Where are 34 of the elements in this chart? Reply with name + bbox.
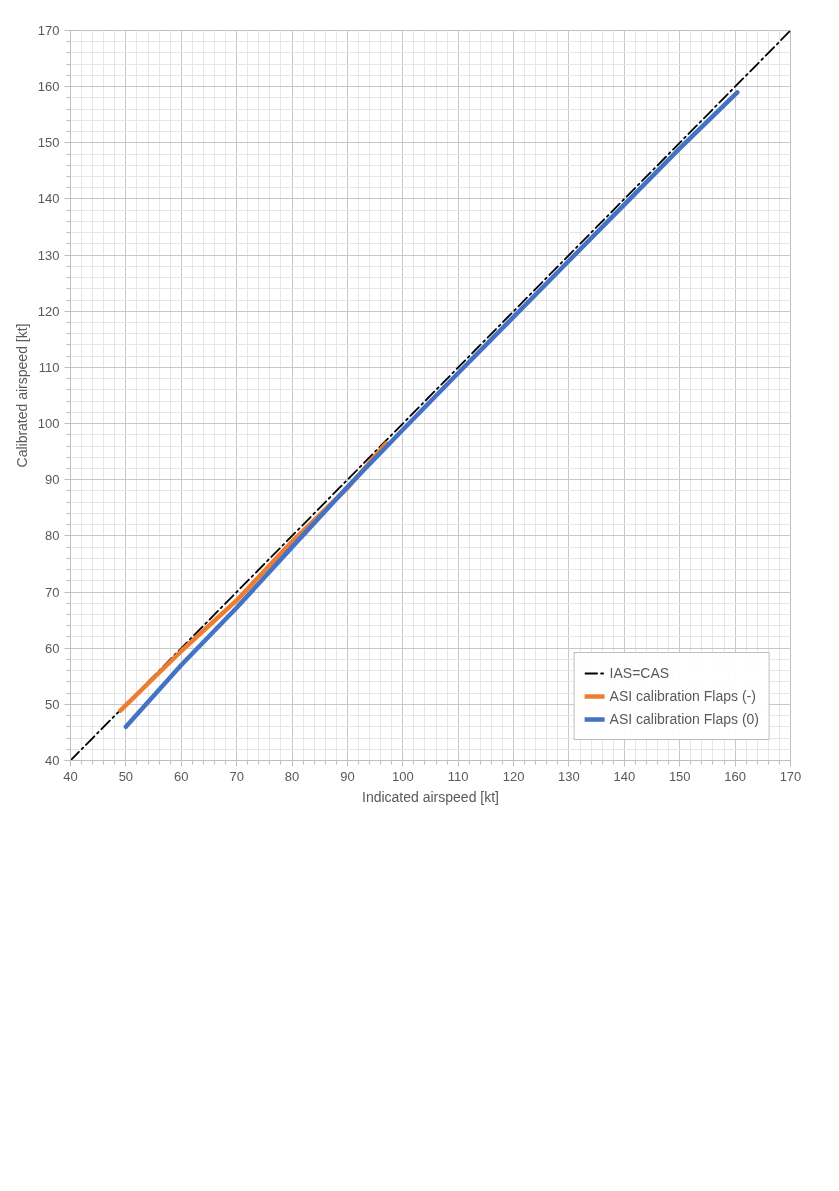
x-tick-label: 90 [340,768,355,784]
x-tick-label: 140 [613,768,636,784]
y-tick-label: 100 [37,416,60,432]
y-axis-title: Calibrated airspeed [kt] [13,323,30,468]
y-tick-label: 120 [37,303,60,319]
y-tick-label: 160 [37,79,60,95]
y-tick-label: 50 [45,696,60,712]
y-tick-label: 80 [45,528,60,544]
legend-label: IAS=CAS [609,665,670,681]
y-tick-label: 70 [45,584,60,600]
y-tick-label: 140 [37,191,60,207]
legend-label: ASI calibration Flaps (-) [609,688,756,704]
y-tick-label: 60 [45,640,60,656]
x-axis-title: Indicated airspeed [kt] [362,788,499,805]
x-tick-label: 80 [284,768,300,784]
x-tick-label: 120 [502,768,525,784]
x-tick-label: 60 [174,768,189,784]
x-tick-label: 70 [229,768,244,784]
legend-label: ASI calibration Flaps (0) [609,711,759,727]
line-series [123,90,740,730]
x-tick-label: 130 [558,768,580,784]
x-tick-label: 50 [118,768,134,784]
x-tick-label: 110 [447,768,469,784]
x-tick-label: 100 [391,768,414,784]
y-tick-label: 110 [38,359,60,375]
y-tick-label: 130 [37,247,60,263]
x-tick-label: 150 [668,768,691,784]
x-tick-label: 160 [724,768,746,784]
y-tick-label: 90 [45,472,60,488]
y-tick-label: 40 [45,753,60,768]
y-tick-label: 170 [37,23,60,38]
y-tick-label: 150 [37,135,60,151]
x-tick-label: 170 [779,768,802,784]
x-tick-label: 40 [63,768,78,784]
